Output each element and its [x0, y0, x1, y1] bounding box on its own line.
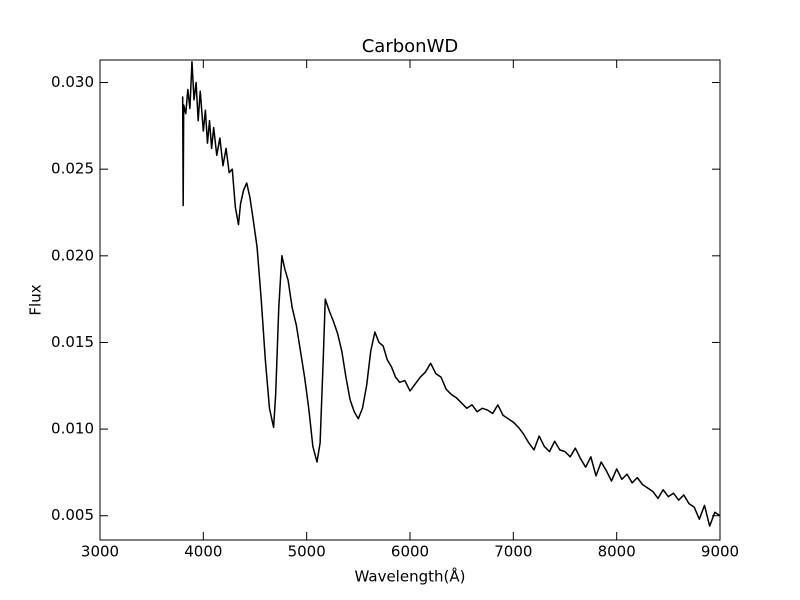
x-tick-label: 8000	[598, 543, 636, 561]
y-tick-label: 0.015	[51, 333, 94, 351]
y-axis-label: Flux	[27, 284, 45, 315]
x-axis-label: Wavelength(Å)	[355, 567, 466, 586]
x-tick-label: 4000	[184, 543, 222, 561]
y-tick-label: 0.005	[51, 506, 94, 524]
y-tick-label: 0.010	[51, 420, 94, 438]
x-tick-label: 5000	[288, 543, 326, 561]
x-tick-label: 7000	[494, 543, 532, 561]
x-tick-label: 3000	[81, 543, 119, 561]
chart-title: CarbonWD	[362, 36, 459, 57]
y-tick-label: 0.030	[51, 73, 94, 91]
plot-frame	[99, 59, 721, 541]
y-tick-label: 0.025	[51, 160, 94, 178]
spectrum-line	[181, 60, 721, 527]
x-tick-label: 6000	[391, 543, 429, 561]
y-tick-label: 0.020	[51, 246, 94, 264]
x-tick-label: 9000	[701, 543, 739, 561]
